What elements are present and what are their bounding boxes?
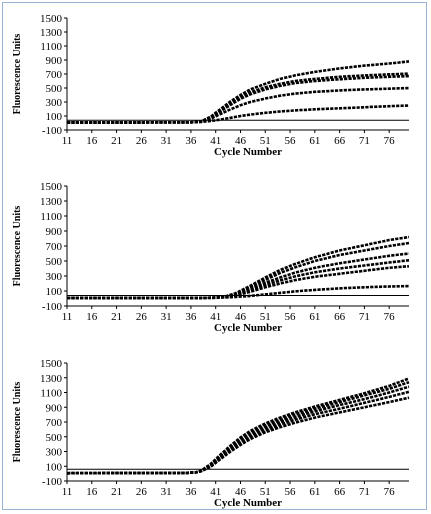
x-tick-label: 36 [185, 311, 197, 323]
x-tick-label: 16 [86, 311, 98, 323]
y-tick-label: -100 [42, 125, 63, 137]
y-tick-label: 1500 [40, 13, 63, 25]
x-tick-label: 46 [235, 486, 247, 498]
x-tick-label: 16 [86, 135, 98, 147]
series-line-4 [67, 259, 410, 300]
x-tick-label: 26 [136, 135, 148, 147]
y-tick-label: -100 [42, 476, 63, 488]
y-tick-label: 900 [46, 226, 63, 238]
series-line-1 [67, 60, 410, 124]
series-line-5 [66, 396, 410, 475]
x-tick-label: 11 [62, 311, 73, 323]
x-tick-label: 46 [235, 135, 247, 147]
y-tick-label: 100 [46, 461, 63, 473]
x-tick-label: 76 [384, 486, 396, 498]
x-tick-label: 31 [161, 486, 172, 498]
y-tick-label: -100 [42, 301, 63, 313]
series-line-4 [66, 390, 410, 475]
y-tick-label: 300 [46, 447, 63, 459]
y-tick-label: 1300 [40, 196, 63, 208]
series-line-1 [66, 377, 410, 475]
x-tick-label: 46 [235, 311, 247, 323]
x-tick-label: 51 [260, 311, 271, 323]
x-tick-label: 21 [111, 311, 122, 323]
x-tick-label: 56 [285, 311, 297, 323]
x-tick-label: 31 [161, 311, 172, 323]
y-tick-label: 1100 [40, 211, 62, 223]
x-axis-label: Cycle Number [214, 497, 282, 509]
y-tick-label: 300 [46, 271, 63, 283]
series-line-4 [67, 86, 410, 124]
x-tick-label: 61 [309, 311, 320, 323]
x-tick-label: 11 [62, 486, 73, 498]
y-tick-label: 1500 [40, 181, 63, 193]
x-tick-label: 51 [260, 486, 271, 498]
x-tick-label: 31 [161, 135, 172, 147]
y-axis-label: Fluorescence Units [12, 206, 23, 287]
y-tick-label: 700 [46, 417, 63, 429]
x-tick-label: 76 [384, 311, 396, 323]
y-axis-label: Fluorescence Units [12, 34, 23, 115]
y-tick-label: 1300 [40, 27, 63, 39]
x-tick-label: 71 [359, 135, 370, 147]
y-tick-label: 900 [46, 402, 63, 414]
series-line-3 [66, 385, 410, 475]
x-tick-label: 36 [185, 135, 197, 147]
chart-panel-3: -100 100 300 500 700 900 1100 1300 1500 11 16 21 26 3… [12, 358, 410, 509]
series-line-2 [67, 72, 410, 124]
y-tick-label: 1300 [40, 373, 63, 385]
x-tick-label: 41 [210, 486, 221, 498]
y-tick-label: 1500 [40, 358, 63, 370]
series-line-3 [67, 74, 410, 124]
y-tick-label: 1100 [40, 41, 62, 53]
x-tick-label: 61 [309, 486, 320, 498]
x-tick-label: 41 [210, 135, 221, 147]
y-tick-label: 100 [46, 286, 63, 298]
x-tick-label: 51 [260, 135, 271, 147]
x-tick-label: 71 [359, 311, 370, 323]
x-tick-label: 61 [309, 135, 320, 147]
x-tick-label: 56 [285, 135, 297, 147]
figure-frame [2, 2, 427, 510]
y-tick-label: 500 [46, 432, 63, 444]
x-tick-label: 11 [62, 135, 73, 147]
x-tick-label: 41 [210, 311, 221, 323]
x-tick-label: 26 [136, 486, 148, 498]
y-tick-label: 300 [46, 97, 63, 109]
y-axis-label: Fluorescence Units [12, 382, 23, 463]
x-tick-label: 21 [111, 135, 122, 147]
chart-panel-2: -100 100 300 500 700 900 1100 1300 1500 11 16 21 26 3… [12, 181, 410, 334]
series-line-2 [66, 380, 410, 475]
x-axis-label: Cycle Number [214, 146, 282, 158]
x-tick-label: 26 [136, 311, 148, 323]
x-tick-label: 21 [111, 486, 122, 498]
x-tick-label: 66 [334, 311, 346, 323]
x-tick-label: 56 [285, 486, 297, 498]
x-axis-label: Cycle Number [214, 322, 282, 334]
series-line-5 [67, 265, 410, 300]
y-tick-label: 700 [46, 241, 63, 253]
x-tick-label: 36 [185, 486, 197, 498]
y-tick-label: 500 [46, 83, 63, 95]
x-tick-label: 16 [86, 486, 98, 498]
y-tick-label: 1100 [40, 388, 62, 400]
x-tick-label: 66 [334, 135, 346, 147]
y-tick-label: 500 [46, 256, 63, 268]
x-tick-label: 71 [359, 486, 370, 498]
x-tick-label: 76 [384, 135, 396, 147]
y-tick-label: 900 [46, 55, 63, 67]
y-tick-label: 100 [46, 111, 63, 123]
y-tick-label: 700 [46, 69, 63, 81]
chart-panel-1: -100 100 300 500 700 900 1100 1300 1500 11 16 21 26 3… [12, 13, 410, 158]
x-tick-label: 66 [334, 486, 346, 498]
